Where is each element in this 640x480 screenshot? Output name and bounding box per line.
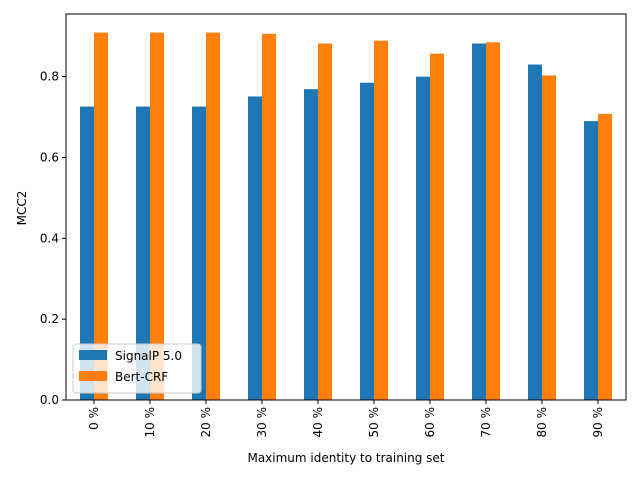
bar-bert-crf-4 (318, 43, 332, 400)
bar-bert-crf-8 (542, 75, 556, 400)
x-tick-label: 60 % (423, 407, 437, 438)
x-tick-label: 80 % (535, 407, 549, 438)
legend-label-signalp: SignalP 5.0 (115, 349, 182, 363)
x-axis-label: Maximum identity to training set (247, 451, 444, 465)
bar-signalp-5-0-9 (584, 121, 598, 400)
legend-swatch-bert-crf (79, 371, 107, 381)
legend: SignalP 5.0 Bert-CRF (72, 343, 202, 394)
bar-bert-crf-3 (262, 33, 276, 400)
bar-signalp-5-0-2 (192, 106, 206, 400)
bars-group (80, 32, 612, 401)
x-tick-label: 10 % (143, 407, 157, 438)
x-tick-label: 40 % (311, 407, 325, 438)
y-axis-label: MCC2 (15, 191, 29, 226)
bar-bert-crf-0 (94, 32, 108, 400)
ticks-group: 0.0 0.2 0.4 0.6 0.8 0 % 10 % 20 % 30 % 40 % 50 % 60… (40, 70, 605, 438)
bar-bert-crf-7 (486, 42, 500, 401)
bar-bert-crf-5 (374, 40, 388, 400)
y-tick-label: 0.4 (40, 231, 59, 245)
y-tick-label: 0.6 (40, 150, 59, 164)
x-tick-label: 70 % (479, 407, 493, 438)
bar-bert-crf-9 (598, 113, 612, 400)
bar-bert-crf-6 (430, 53, 444, 400)
legend-swatch-signalp (79, 350, 107, 360)
y-tick-label: 0.8 (40, 70, 59, 84)
bar-signalp-5-0-4 (304, 89, 318, 401)
axes-group (65, 13, 627, 401)
x-tick-label: 20 % (199, 407, 213, 438)
legend-label-bert-crf: Bert-CRF (115, 370, 168, 384)
plot-frame (65, 13, 627, 401)
x-tick-label: 50 % (367, 407, 381, 438)
y-tick-label: 0.0 (40, 393, 59, 407)
bar-signalp-5-0-7 (472, 43, 486, 400)
bar-signalp-5-0-5 (360, 82, 374, 401)
x-tick-label: 90 % (591, 407, 605, 438)
bar-signalp-5-0-6 (416, 76, 430, 400)
bar-bert-crf-2 (206, 32, 220, 400)
bar-signalp-5-0-1 (136, 106, 150, 400)
bar-bert-crf-1 (150, 32, 164, 400)
bar-signalp-5-0-3 (248, 96, 262, 400)
y-tick-label: 0.2 (40, 312, 59, 326)
bar-signalp-5-0-0 (80, 106, 94, 400)
x-tick-label: 0 % (87, 407, 101, 430)
x-tick-label: 30 % (255, 407, 269, 438)
bar-signalp-5-0-8 (528, 64, 542, 400)
